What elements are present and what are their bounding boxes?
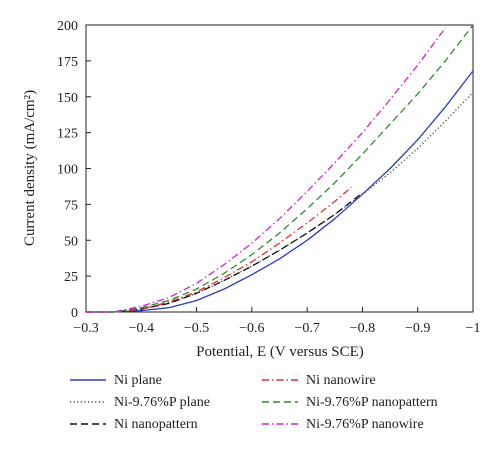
y-axis-title: Current density (mA/cm²) <box>22 90 38 246</box>
series-line <box>86 24 474 313</box>
x-tick-label: −0.3 <box>73 321 98 336</box>
x-tick-label: −0.4 <box>129 321 154 336</box>
y-tick-label: 125 <box>57 127 78 142</box>
y-tick-label: 25 <box>64 270 78 285</box>
x-tick-label: −0.9 <box>405 321 430 336</box>
legend: Ni plane Ni-9.76%P plane Ni nanopattern Ni … <box>70 373 438 432</box>
x-tick-label: −0.5 <box>184 321 209 336</box>
x-tick-label: −1 <box>466 321 481 336</box>
legend-label: Ni-9.76%P nanowire <box>306 417 424 432</box>
series-line <box>86 186 352 313</box>
y-tick-label: 75 <box>64 198 78 213</box>
y-tick-label: 0 <box>71 306 78 321</box>
series-layer <box>86 24 474 313</box>
legend-label: Ni nanopattern <box>114 417 198 432</box>
series-line <box>86 70 474 313</box>
legend-label: Ni-9.76%P plane <box>114 395 210 410</box>
x-tick-label: −0.7 <box>294 321 319 336</box>
y-tick-label: 50 <box>64 234 78 249</box>
x-axis-title: Potential, E (V versus SCE) <box>196 344 364 360</box>
x-tick-label: −0.6 <box>239 321 264 336</box>
legend-label: Ni-9.76%P nanopattern <box>306 395 438 410</box>
series-line <box>86 27 446 313</box>
y-tick-label: 100 <box>57 163 78 178</box>
series-line <box>86 192 363 313</box>
y-tick-label: 175 <box>57 55 78 70</box>
x-tick-label: −0.8 <box>350 321 375 336</box>
y-tick-label: 150 <box>57 91 78 106</box>
legend-label: Ni nanowire <box>306 373 376 388</box>
legend-label: Ni plane <box>114 373 162 388</box>
y-tick-label: 200 <box>57 19 78 34</box>
x-axis-ticks: −0.3 −0.4 −0.5 −0.6 −0.7 −0.8 −0.9 −1 <box>73 307 480 336</box>
series-line <box>86 91 474 313</box>
